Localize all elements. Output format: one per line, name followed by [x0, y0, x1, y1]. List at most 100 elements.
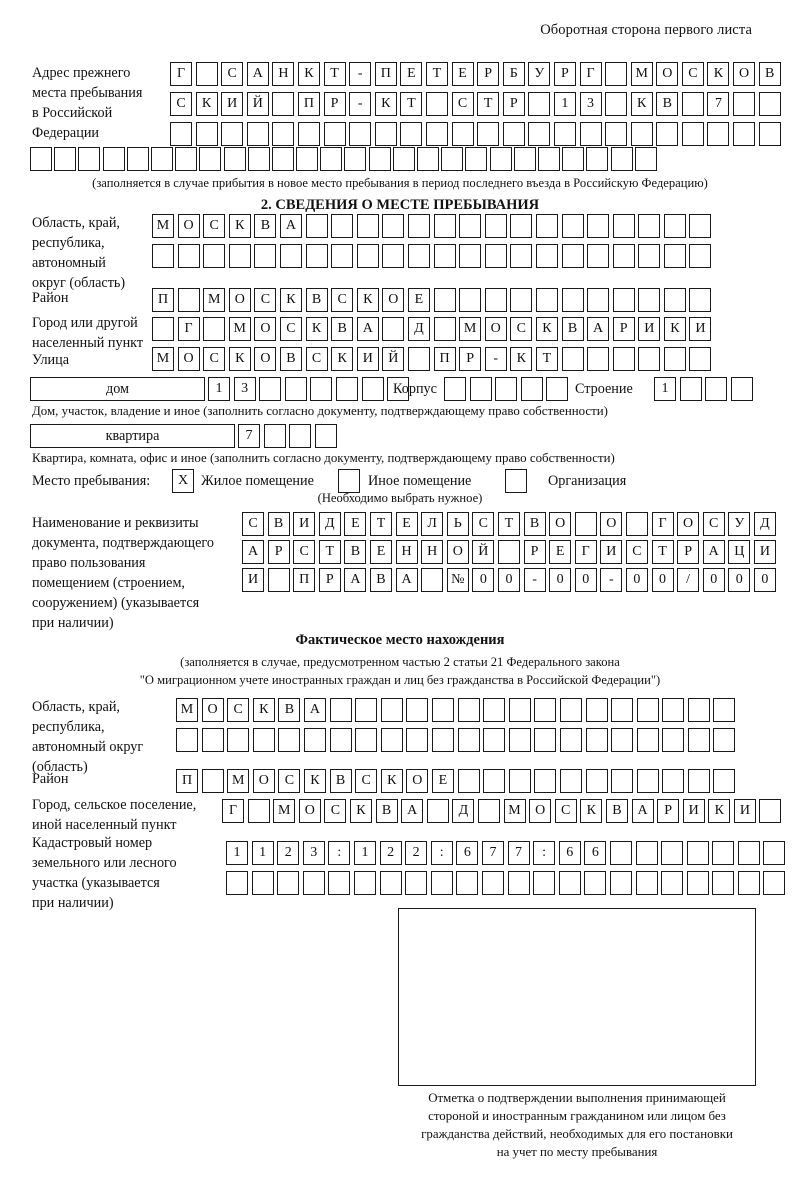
char-cell[interactable]: [272, 122, 295, 146]
char-cell[interactable]: [328, 871, 351, 895]
char-cell[interactable]: 1: [208, 377, 230, 401]
char-cell[interactable]: [559, 769, 582, 793]
char-cell[interactable]: [638, 288, 661, 312]
char-cell[interactable]: [585, 728, 608, 752]
char-cell[interactable]: [477, 799, 500, 823]
char-cell[interactable]: Й: [246, 92, 269, 116]
char-cell[interactable]: [636, 728, 659, 752]
char-cell[interactable]: [451, 122, 474, 146]
char-cell[interactable]: [510, 214, 533, 238]
region-row-2[interactable]: [152, 244, 712, 268]
char-cell[interactable]: [263, 424, 286, 448]
char-cell[interactable]: [199, 147, 222, 171]
char-cell[interactable]: [459, 244, 482, 268]
char-cell[interactable]: [195, 122, 218, 146]
char-cell[interactable]: О: [733, 62, 756, 86]
char-cell[interactable]: С: [451, 92, 474, 116]
char-cell[interactable]: К: [195, 92, 218, 116]
char-cell[interactable]: С: [681, 62, 704, 86]
stroenie-cells[interactable]: 1: [654, 377, 753, 401]
char-cell[interactable]: Н: [272, 62, 295, 86]
char-cell[interactable]: [510, 244, 533, 268]
char-cell[interactable]: [176, 728, 198, 752]
char-cell[interactable]: [406, 728, 429, 752]
char-cell[interactable]: К: [663, 317, 686, 341]
char-cell[interactable]: Г: [222, 799, 244, 823]
char-cell[interactable]: Т: [318, 540, 341, 564]
char-cell[interactable]: Е: [395, 512, 418, 536]
char-cell[interactable]: [433, 244, 456, 268]
char-cell[interactable]: П: [176, 769, 198, 793]
char-cell[interactable]: [484, 214, 507, 238]
char-cell[interactable]: У: [728, 512, 751, 536]
char-cell[interactable]: М: [203, 288, 226, 312]
char-cell[interactable]: [533, 871, 556, 895]
char-cell[interactable]: [279, 244, 302, 268]
char-cell[interactable]: [284, 377, 307, 401]
char-cell[interactable]: [663, 347, 686, 371]
char-cell[interactable]: [305, 214, 328, 238]
flat-cells[interactable]: 7: [238, 424, 337, 448]
char-cell[interactable]: И: [733, 799, 756, 823]
char-cell[interactable]: [459, 288, 482, 312]
char-cell[interactable]: А: [246, 62, 269, 86]
char-cell[interactable]: В: [758, 62, 781, 86]
char-cell[interactable]: [407, 214, 430, 238]
char-cell[interactable]: К: [708, 799, 731, 823]
char-cell[interactable]: [223, 147, 246, 171]
char-cell[interactable]: Й: [382, 347, 405, 371]
char-cell[interactable]: [611, 728, 634, 752]
char-cell[interactable]: [247, 799, 270, 823]
char-cell[interactable]: :: [430, 841, 453, 865]
char-cell[interactable]: [587, 244, 610, 268]
char-cell[interactable]: [221, 122, 244, 146]
char-cell[interactable]: Й: [472, 540, 495, 564]
char-cell[interactable]: [495, 377, 518, 401]
char-cell[interactable]: П: [297, 92, 320, 116]
char-cell[interactable]: [662, 769, 685, 793]
char-cell[interactable]: В: [278, 698, 301, 722]
char-cell[interactable]: [407, 347, 430, 371]
char-cell[interactable]: О: [484, 317, 507, 341]
char-cell[interactable]: [508, 728, 531, 752]
char-cell[interactable]: К: [580, 799, 603, 823]
char-cell[interactable]: К: [303, 769, 326, 793]
char-cell[interactable]: [150, 147, 173, 171]
char-cell[interactable]: [426, 799, 449, 823]
char-cell[interactable]: [152, 317, 174, 341]
char-cell[interactable]: С: [278, 769, 301, 793]
char-cell[interactable]: [661, 871, 684, 895]
char-cell[interactable]: [289, 424, 312, 448]
char-cell[interactable]: [457, 769, 480, 793]
char-cell[interactable]: Р: [477, 62, 500, 86]
char-cell[interactable]: [561, 214, 584, 238]
char-cell[interactable]: [687, 728, 710, 752]
char-cell[interactable]: [537, 147, 560, 171]
char-cell[interactable]: [254, 244, 277, 268]
char-cell[interactable]: -: [349, 62, 372, 86]
char-cell[interactable]: [534, 769, 557, 793]
char-cell[interactable]: О: [228, 288, 251, 312]
char-cell[interactable]: В: [279, 347, 302, 371]
char-cell[interactable]: [484, 244, 507, 268]
char-cell[interactable]: [177, 244, 200, 268]
char-cell[interactable]: О: [382, 288, 405, 312]
char-cell[interactable]: Е: [451, 62, 474, 86]
char-cell[interactable]: [380, 728, 403, 752]
char-cell[interactable]: [535, 244, 558, 268]
char-cell[interactable]: [421, 568, 444, 592]
checkbox-organization[interactable]: [505, 469, 527, 493]
char-cell[interactable]: С: [305, 347, 328, 371]
char-cell[interactable]: /: [677, 568, 700, 592]
char-cell[interactable]: [483, 728, 506, 752]
char-cell[interactable]: Е: [431, 769, 454, 793]
char-cell[interactable]: [558, 871, 581, 895]
char-cell[interactable]: П: [433, 347, 456, 371]
char-cell[interactable]: 1: [654, 377, 676, 401]
char-cell[interactable]: М: [152, 347, 174, 371]
char-cell[interactable]: [349, 122, 372, 146]
char-cell[interactable]: С: [203, 347, 226, 371]
char-cell[interactable]: [587, 347, 610, 371]
